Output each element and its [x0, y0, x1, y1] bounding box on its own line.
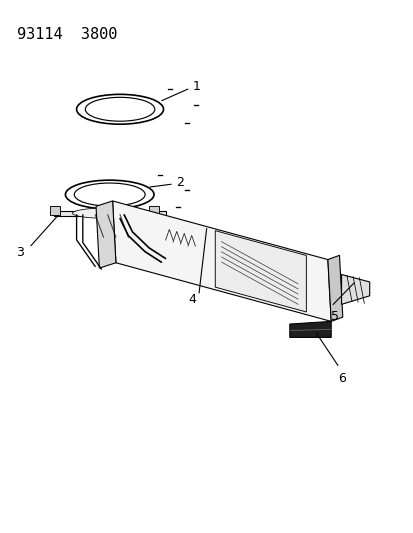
Polygon shape — [96, 201, 116, 268]
Text: 93114  3800: 93114 3800 — [17, 27, 116, 42]
Text: 1: 1 — [192, 80, 200, 93]
Polygon shape — [54, 211, 165, 216]
Polygon shape — [289, 321, 330, 337]
Text: 3: 3 — [17, 246, 24, 259]
Polygon shape — [215, 231, 306, 312]
Bar — [149, 206, 159, 215]
Polygon shape — [112, 201, 330, 321]
Text: 5: 5 — [330, 310, 338, 323]
Text: 4: 4 — [188, 293, 196, 306]
Text: 2: 2 — [176, 176, 183, 189]
Bar — [50, 206, 60, 215]
Polygon shape — [341, 274, 369, 304]
Ellipse shape — [72, 208, 147, 219]
Text: 6: 6 — [337, 372, 345, 385]
Polygon shape — [327, 255, 342, 321]
